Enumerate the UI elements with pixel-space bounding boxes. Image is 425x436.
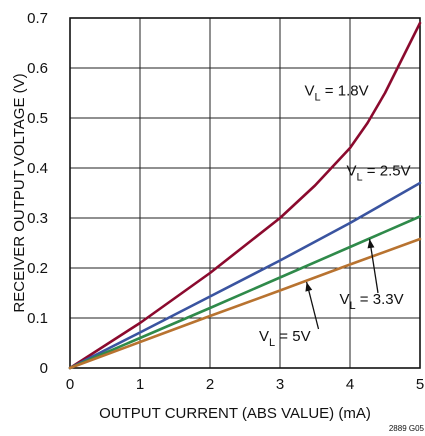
- series-line-vl-1-8v: [68, 21, 422, 370]
- series-lines: [68, 21, 422, 370]
- series-labels: VL = 1.8V VL = 2.5V VL = 3.3V VL = 5V: [259, 83, 411, 350]
- series-line-vl-2-5v: [68, 181, 422, 370]
- figure-id: 2889 G05: [389, 424, 425, 433]
- series-label-vl-2-5v: VL = 2.5V: [347, 163, 411, 184]
- x-tick-labels: 0 1 2 3 4 5: [66, 376, 424, 393]
- arrow-vl-3-3v: [367, 238, 379, 294]
- y-tick-label: 0: [40, 360, 48, 377]
- series-line-vl-3-3v: [68, 215, 422, 370]
- series-line-vl-5v: [68, 237, 422, 370]
- x-tick-label: 2: [206, 376, 214, 393]
- x-tick-label: 4: [346, 376, 354, 393]
- y-tick-label: 0.2: [27, 260, 48, 277]
- series-label-vl-3-3v: VL = 3.3V: [340, 291, 404, 312]
- grid: [69, 17, 421, 369]
- series-label-vl-1-8v: VL = 1.8V: [305, 83, 369, 104]
- label-arrows: [305, 238, 379, 330]
- y-tick-labels: 0 0.1 0.2 0.3 0.4 0.5 0.6 0.7: [27, 10, 48, 377]
- y-tick-label: 0.6: [27, 60, 48, 77]
- plot-frame: [69, 17, 421, 369]
- x-tick-label: 3: [276, 376, 284, 393]
- y-axis-title: RECEIVER OUTPUT VOLTAGE (V): [11, 73, 28, 312]
- x-axis-title: OUTPUT CURRENT (ABS VALUE) (mA): [99, 405, 371, 422]
- x-tick-label: 0: [66, 376, 74, 393]
- y-tick-label: 0.1: [27, 310, 48, 327]
- y-tick-label: 0.4: [27, 160, 48, 177]
- y-tick-label: 0.7: [27, 10, 48, 27]
- y-tick-label: 0.3: [27, 210, 48, 227]
- series-label-vl-5v: VL = 5V: [259, 328, 311, 349]
- arrow-vl-5v: [305, 281, 320, 330]
- x-tick-label: 5: [416, 376, 424, 393]
- x-tick-label: 1: [136, 376, 144, 393]
- y-tick-label: 0.5: [27, 110, 48, 127]
